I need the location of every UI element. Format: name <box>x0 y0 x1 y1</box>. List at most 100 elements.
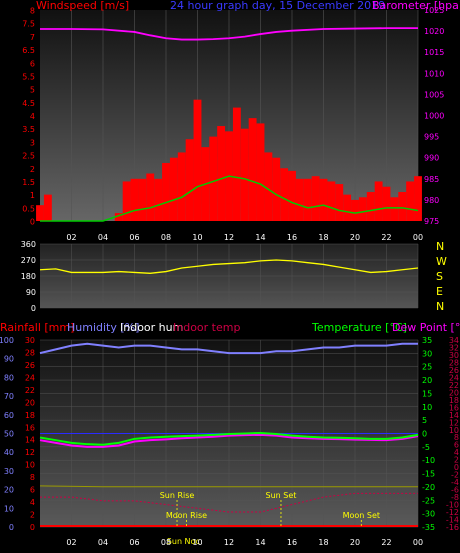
gust-bar <box>288 170 296 221</box>
wind-avg-line <box>40 175 419 222</box>
gust-bar <box>358 197 367 221</box>
gust-bar <box>311 176 320 221</box>
gust-bar <box>217 126 226 221</box>
barometer-tick: 980 <box>424 196 439 205</box>
humidity-tick: 50 <box>4 430 14 439</box>
barometer-tick: 1020 <box>424 27 444 36</box>
humidity-tick: 0 <box>9 523 14 532</box>
rainfall-tick: 24 <box>25 373 35 382</box>
windspeed-tick: 7.5 <box>22 20 35 29</box>
windspeed-tick: 2 <box>30 165 35 174</box>
temperature-tick: -10 <box>422 456 435 465</box>
top-grid <box>71 10 419 221</box>
rainfall-tick: 10 <box>25 461 35 470</box>
temperature-label: Temperature [°C] <box>311 321 407 334</box>
windspeed-tick: 5.5 <box>22 72 35 81</box>
temperature-tick: -15 <box>422 470 435 479</box>
temperature-tick: 30 <box>422 349 432 358</box>
indoor-temp-tick: 20 <box>449 388 459 397</box>
gust-bar <box>248 118 257 221</box>
gust-bar <box>390 197 399 221</box>
direction-tick: 0 <box>31 304 36 313</box>
astro-marker-label: Sun Rise <box>160 491 195 500</box>
barometer-tick: 995 <box>424 133 439 142</box>
barometer-tick: 1010 <box>424 69 444 78</box>
indoor-temp-tick: 34 <box>449 336 459 345</box>
direction-axis: 0 90 180 270 360 <box>21 240 36 313</box>
top-x-tick: 08 <box>161 233 171 242</box>
barometer-axis-label: Barometer [hpa] <box>372 0 460 12</box>
windspeed-tick: 3 <box>30 138 35 147</box>
humidity-tick: 90 <box>4 355 14 364</box>
humidity-line <box>39 342 418 355</box>
gust-bar <box>335 184 344 221</box>
humidity-axis: 0 10 20 30 40 50 60 70 80 90 100 <box>0 336 14 532</box>
rainfall-tick: 4 <box>30 498 35 507</box>
barometer-tick: 1015 <box>424 48 444 57</box>
astro-marker-label: Sun Noc <box>167 537 200 546</box>
windspeed-tick: 6 <box>30 59 35 68</box>
gust-bar <box>295 178 304 221</box>
humidity-label: Humidity [%] <box>67 321 139 334</box>
temperature-tick: 10 <box>422 403 432 412</box>
humidity-tick: 80 <box>4 373 14 382</box>
gust-bar <box>114 213 123 221</box>
bottom-series <box>39 342 419 527</box>
barometer-tick: 1005 <box>424 90 444 99</box>
indoor-temp-tick: 2 <box>454 456 459 465</box>
bottom-x-tick: 02 <box>66 538 76 547</box>
gust-bar <box>209 136 218 221</box>
gust-bar <box>122 181 131 221</box>
barometer-tick: 1000 <box>424 112 444 121</box>
indoor-temp-tick: 6 <box>454 441 459 450</box>
indoor-temp-tick: -14 <box>446 516 459 525</box>
windspeed-tick: 7 <box>30 33 35 42</box>
indoor-temp-tick: 18 <box>449 396 459 405</box>
windspeed-tick: 4.5 <box>22 99 35 108</box>
indoor-temp-tick: 24 <box>449 373 459 382</box>
gust-bar <box>319 178 328 221</box>
compass-label: W <box>436 255 447 268</box>
rainfall-tick: 16 <box>25 423 35 432</box>
temperature-tick: 25 <box>422 363 432 372</box>
rainfall-tick: 28 <box>25 348 35 357</box>
gust-bar <box>43 194 52 221</box>
top-panel: 0 0.5 1 1.5 2 2.5 3 3.5 4 4.5 5 5.5 6 6.5 7 7.5 8 975 980… <box>22 0 460 242</box>
indoor-temp-tick: 10 <box>449 426 459 435</box>
rainfall-tick: 14 <box>25 436 35 445</box>
top-series <box>36 27 422 222</box>
top-x-tick: 16 <box>287 233 297 242</box>
dew-point-label: Dew Point [°C] <box>392 321 460 334</box>
gust-bar <box>138 178 147 221</box>
gust-bar <box>36 205 44 221</box>
indoor-temp-tick: 26 <box>449 366 459 375</box>
astro-marker-label: Sun Set <box>266 491 297 500</box>
temperature-tick: -5 <box>422 443 430 452</box>
compass-label: N <box>436 300 444 313</box>
bottom-x-tick: 14 <box>255 538 265 547</box>
rainfall-tick: 20 <box>25 398 35 407</box>
indoor-temp-tick: -8 <box>451 493 459 502</box>
gust-bar <box>193 99 202 221</box>
gust-bar <box>256 123 265 221</box>
windspeed-tick: 5 <box>30 86 35 95</box>
gust-bar <box>272 157 281 221</box>
bottom-x-tick: 18 <box>318 538 328 547</box>
astro-marker-label: Moon Set <box>343 511 380 520</box>
compass-label: E <box>436 285 443 298</box>
astro-markers: Sun Rise Sun Set Moon Rise Moon Set Sun Noc <box>160 491 380 546</box>
temperature-tick: 5 <box>422 416 427 425</box>
windspeed-tick: 8 <box>30 7 35 16</box>
bottom-x-tick: 20 <box>350 538 360 547</box>
windspeed-tick: 0.5 <box>22 204 35 213</box>
compass-label: N <box>436 240 444 253</box>
bottom-x-tick: 00 <box>413 538 423 547</box>
indoor-temp-tick: -12 <box>446 508 459 517</box>
indoor-temp-tick: 0 <box>454 463 459 472</box>
gust-bar <box>398 191 407 221</box>
temperature-tick: -35 <box>422 523 435 532</box>
windspeed-tick: 3.5 <box>22 125 35 134</box>
indoor-temp-tick: 28 <box>449 358 459 367</box>
